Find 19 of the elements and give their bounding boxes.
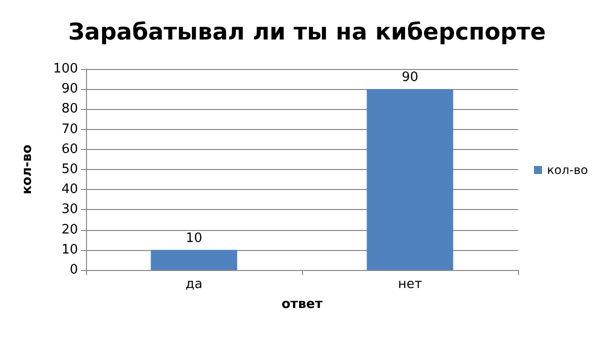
y-tick-label: 50 <box>61 162 78 177</box>
y-tick-label: 20 <box>61 222 78 238</box>
data-label: 10 <box>186 230 202 246</box>
data-label: 90 <box>402 70 418 86</box>
chart-title: Зарабатывал ли ты на киберспорте <box>68 20 546 46</box>
y-tick-label: 30 <box>61 202 78 218</box>
y-tick-label: 10 <box>61 242 78 258</box>
x-tick-label: нет <box>398 277 422 292</box>
y-tick-label: 90 <box>61 82 78 97</box>
x-tick-label: да <box>186 277 202 292</box>
y-axis-title: кол-во <box>20 144 35 194</box>
y-tick-label: 80 <box>61 102 78 117</box>
legend-label: кол-во <box>546 163 588 177</box>
y-tick-label: 60 <box>61 142 78 157</box>
y-tick-label: 100 <box>53 62 78 76</box>
y-tick-label: 70 <box>61 122 78 137</box>
x-axis-title: ответ <box>281 297 323 312</box>
y-tick-label: 40 <box>61 182 78 198</box>
y-tick-label: 0 <box>70 262 78 278</box>
